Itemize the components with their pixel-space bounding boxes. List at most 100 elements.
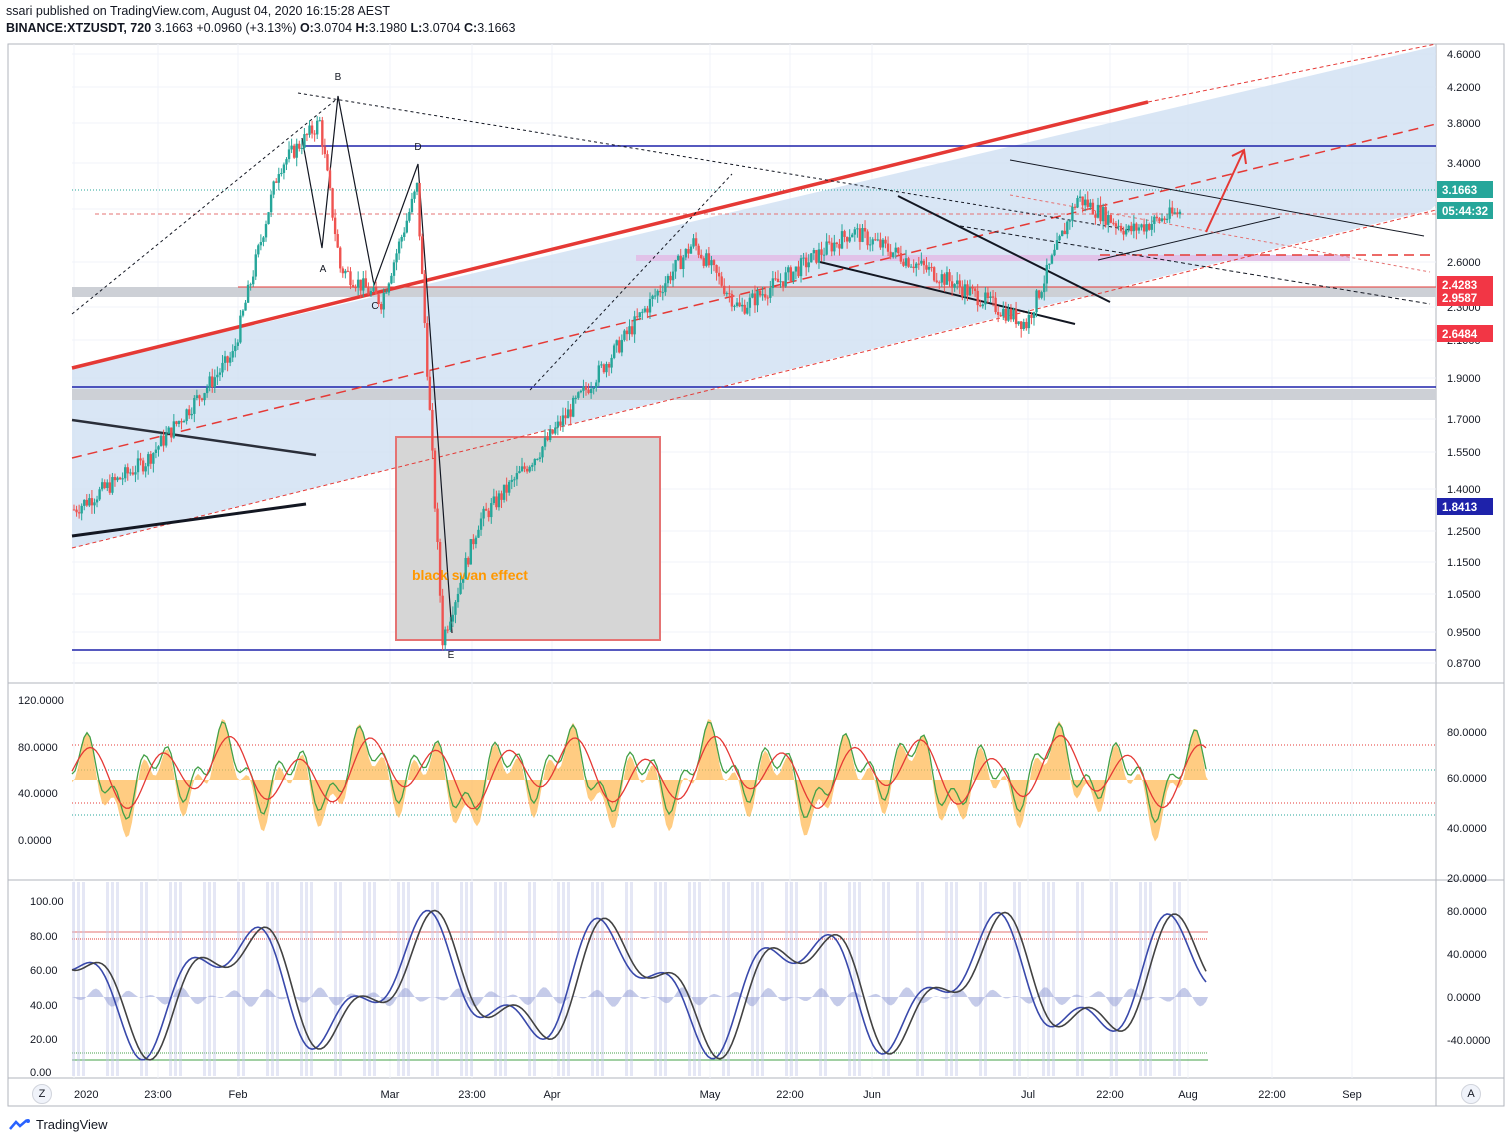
price-tick-label: 2.6000 xyxy=(1447,257,1481,269)
candle-body xyxy=(1012,309,1015,320)
price-tick-label: 4.6000 xyxy=(1447,49,1481,61)
stoch-left-tick: 60.00 xyxy=(30,965,58,977)
candle-body xyxy=(989,296,992,299)
price-tick-label: 0.9500 xyxy=(1447,627,1481,639)
candle-body xyxy=(1145,224,1148,232)
candle-body xyxy=(761,294,764,296)
candle-body xyxy=(467,557,470,565)
stoch-highlight-bar xyxy=(77,882,80,1076)
stoch-highlight-bar xyxy=(921,882,924,1076)
candle-body xyxy=(612,345,616,358)
candle-body xyxy=(569,409,572,417)
publisher-line: ssari published on TradingView.com, Augu… xyxy=(6,4,391,18)
candle-body xyxy=(287,149,291,160)
candle-body xyxy=(812,250,816,254)
candle-body xyxy=(408,211,411,221)
candle-body xyxy=(748,297,752,308)
candle-body xyxy=(195,395,199,398)
candle-body xyxy=(1050,255,1054,264)
candle-body xyxy=(592,387,595,389)
candle-body xyxy=(216,374,219,378)
price-tick-label: 4.2000 xyxy=(1447,82,1481,94)
zoom-button[interactable]: Z xyxy=(32,1084,52,1104)
candle-body xyxy=(981,304,984,307)
candle-body xyxy=(456,593,460,603)
candle-body xyxy=(659,290,662,293)
candle-body xyxy=(131,472,135,475)
candle-body xyxy=(149,454,152,464)
stoch-d-line xyxy=(71,909,1207,1061)
candle-body xyxy=(118,477,122,480)
candle-body xyxy=(121,478,124,480)
candle-body xyxy=(147,454,150,467)
candle-body xyxy=(205,387,209,394)
candle-body xyxy=(551,429,554,434)
stoch-highlight-bar xyxy=(950,882,953,1076)
candle-body xyxy=(400,236,403,242)
candle-body xyxy=(267,212,270,225)
candle-body xyxy=(275,181,278,183)
chart-frame xyxy=(7,43,1505,1107)
candle-body xyxy=(548,429,552,441)
trendline-dashed xyxy=(297,92,1131,231)
candle-body xyxy=(262,237,265,243)
stoch-highlight-bar xyxy=(373,882,376,1076)
candle-body xyxy=(1086,199,1089,207)
candle-body xyxy=(374,287,378,295)
candle-body xyxy=(259,242,263,246)
candle-body xyxy=(830,242,833,252)
candle-body xyxy=(950,281,954,288)
candle-body xyxy=(1032,312,1036,318)
candle-body xyxy=(272,181,275,195)
stoch-highlight-bar xyxy=(1149,882,1152,1076)
candle-body xyxy=(820,249,823,255)
price-label-box xyxy=(1437,202,1493,219)
candle-body xyxy=(1037,290,1041,298)
candle-body xyxy=(554,427,557,434)
candle-body xyxy=(700,254,703,259)
candle-body xyxy=(833,242,836,252)
candle-body xyxy=(758,290,762,296)
candle-body xyxy=(874,239,877,241)
candle-body xyxy=(912,266,915,269)
candle-body xyxy=(236,342,240,346)
stoch-highlight-bar xyxy=(179,882,182,1076)
candle-body xyxy=(1035,290,1038,313)
candle-body xyxy=(415,182,419,192)
footer-brand[interactable]: TradingView xyxy=(8,1117,108,1132)
candle-body xyxy=(228,357,232,363)
stoch-highlight-bar xyxy=(630,882,633,1076)
stoch-highlight-bar xyxy=(693,882,696,1076)
candle-body xyxy=(1009,309,1013,320)
candle-body xyxy=(356,279,360,288)
candle-body xyxy=(720,276,723,286)
candle-body xyxy=(641,311,644,313)
osc-left-tick: 40.0000 xyxy=(18,788,58,800)
candle-body xyxy=(497,493,501,508)
price-label-text: 05:44:32 xyxy=(1442,206,1488,218)
candle-body xyxy=(139,458,142,461)
candle-body xyxy=(172,421,176,438)
candle-body xyxy=(193,397,196,414)
stoch-right-tick: 40.0000 xyxy=(1447,949,1487,961)
candle-body xyxy=(316,120,319,135)
candle-body xyxy=(986,292,990,299)
candle-body xyxy=(98,489,101,500)
auto-scale-button[interactable]: A xyxy=(1461,1084,1481,1104)
candle-body xyxy=(572,397,575,417)
stoch-highlight-bar xyxy=(601,882,604,1076)
trendline-dashed xyxy=(959,225,1431,305)
candle-body xyxy=(390,275,393,284)
price-change: +0.0960 (+3.13%) xyxy=(196,21,297,35)
candle-body xyxy=(1160,218,1164,222)
price-label-box xyxy=(1437,325,1493,342)
candle-body xyxy=(584,386,588,390)
candle-body xyxy=(945,272,949,285)
candle-body xyxy=(879,239,882,248)
candle-body xyxy=(508,481,511,493)
candle-body xyxy=(682,257,685,270)
candle-body xyxy=(392,262,396,276)
candle-body xyxy=(605,363,608,373)
candle-body xyxy=(1063,230,1066,235)
